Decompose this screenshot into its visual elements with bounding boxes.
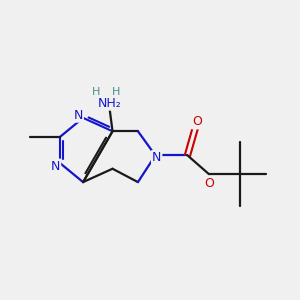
Text: N: N bbox=[74, 109, 83, 122]
Text: H: H bbox=[112, 87, 121, 97]
Text: N: N bbox=[51, 160, 60, 172]
Text: O: O bbox=[192, 116, 202, 128]
Text: NH₂: NH₂ bbox=[98, 97, 122, 110]
Text: N: N bbox=[152, 151, 161, 164]
Text: H: H bbox=[92, 87, 101, 97]
Text: O: O bbox=[205, 177, 214, 190]
